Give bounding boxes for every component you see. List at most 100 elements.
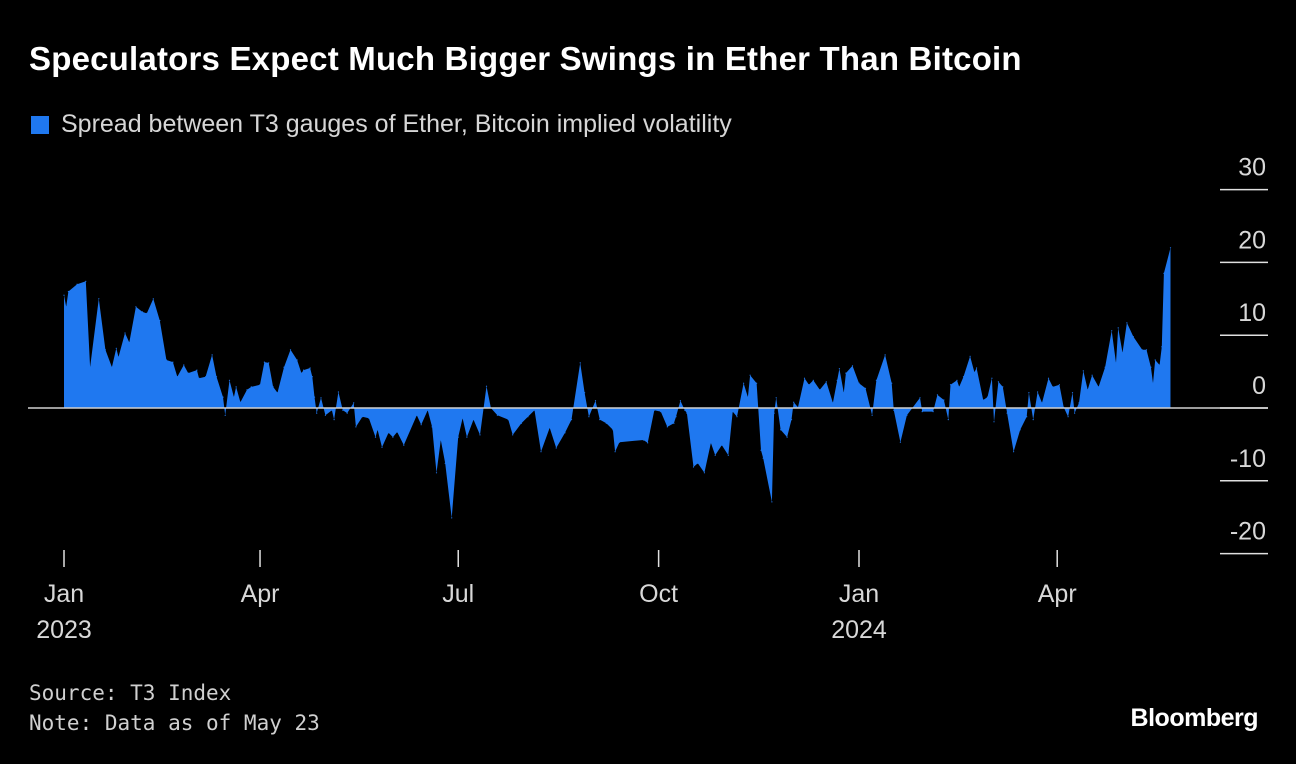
legend-swatch: [31, 115, 49, 134]
data-point: [647, 442, 649, 444]
data-point: [263, 361, 265, 363]
data-point: [205, 376, 207, 378]
data-point: [228, 379, 231, 381]
data-point: [451, 517, 453, 519]
data-point: [276, 392, 279, 394]
data-point: [845, 372, 847, 374]
x-tick-label: Jan: [839, 580, 879, 608]
data-point: [440, 439, 442, 441]
y-tick-label: 0: [1252, 372, 1266, 400]
data-point: [1067, 416, 1069, 418]
chart-title: Speculators Expect Much Bigger Swings in…: [29, 40, 1022, 77]
data-point: [679, 400, 682, 402]
data-point: [416, 414, 418, 416]
data-point: [392, 436, 394, 438]
data-point: [117, 356, 120, 358]
data-point: [324, 414, 326, 416]
data-point: [420, 424, 422, 426]
data-point: [128, 341, 130, 344]
data-point: [303, 369, 305, 371]
data-point: [893, 409, 895, 411]
data-point: [843, 392, 845, 394]
data-point: [235, 386, 237, 388]
data-point: [943, 399, 945, 401]
x-tick-label: Jan: [44, 580, 84, 608]
data-point: [703, 472, 706, 474]
data-point: [187, 372, 189, 374]
data-point: [1047, 377, 1050, 379]
data-point: [85, 280, 87, 282]
data-point: [527, 416, 529, 418]
data-point: [1115, 362, 1117, 364]
data-point: [962, 376, 965, 378]
data-point: [1037, 391, 1039, 393]
data-point: [906, 414, 908, 416]
data-point: [1117, 327, 1119, 329]
x-tick-label: Apr: [241, 580, 280, 608]
data-point: [1058, 384, 1060, 386]
data-point: [851, 365, 854, 367]
data-point: [346, 412, 348, 414]
data-point: [63, 294, 65, 296]
data-point: [211, 354, 213, 356]
data-point: [403, 444, 405, 446]
data-point: [104, 349, 106, 351]
data-point: [921, 411, 923, 413]
data-point: [1132, 336, 1134, 338]
data-point: [803, 377, 806, 379]
data-point: [858, 382, 860, 384]
data-point: [684, 409, 686, 411]
x-tick-label: Oct: [639, 580, 678, 608]
data-point: [786, 436, 788, 438]
data-point: [743, 382, 745, 384]
data-point: [165, 359, 167, 361]
data-point: [355, 426, 357, 428]
data-point: [793, 401, 795, 403]
data-point: [570, 419, 573, 421]
data-point: [673, 422, 675, 424]
data-point: [982, 399, 984, 401]
data-point: [183, 364, 185, 366]
data-point: [749, 374, 751, 376]
data-point: [555, 447, 557, 449]
data-point: [337, 391, 339, 393]
data-point: [512, 434, 514, 436]
data-point: [1141, 349, 1143, 351]
data-point: [579, 362, 581, 364]
data-point: [838, 368, 841, 370]
data-point: [259, 384, 261, 386]
data-point: [457, 436, 459, 438]
data-point: [496, 414, 498, 416]
data-point: [381, 446, 383, 448]
data-point: [1082, 370, 1084, 372]
data-point: [1121, 352, 1124, 354]
data-point: [584, 392, 586, 394]
data-point: [1078, 402, 1080, 404]
data-point: [599, 419, 601, 421]
data-point: [479, 434, 481, 436]
data-point: [991, 377, 993, 379]
data-point: [1052, 386, 1054, 388]
data-point: [969, 355, 971, 357]
data-point: [891, 382, 893, 384]
y-tick-label: 20: [1238, 226, 1266, 254]
data-point: [812, 379, 814, 381]
data-point: [342, 409, 344, 411]
data-point: [431, 426, 433, 428]
data-point: [1098, 386, 1100, 388]
data-point: [1169, 247, 1172, 249]
data-point: [727, 454, 729, 456]
data-point: [932, 411, 934, 413]
data-point: [462, 417, 464, 419]
data-point: [642, 439, 645, 441]
data-point: [697, 462, 699, 464]
data-point: [773, 412, 775, 414]
data-point: [790, 419, 793, 421]
data-point: [196, 369, 198, 371]
y-tick-label: 30: [1238, 154, 1266, 182]
data-point: [936, 394, 939, 396]
data-point: [331, 409, 333, 411]
data-point: [1154, 359, 1156, 361]
data-point: [1150, 366, 1152, 368]
